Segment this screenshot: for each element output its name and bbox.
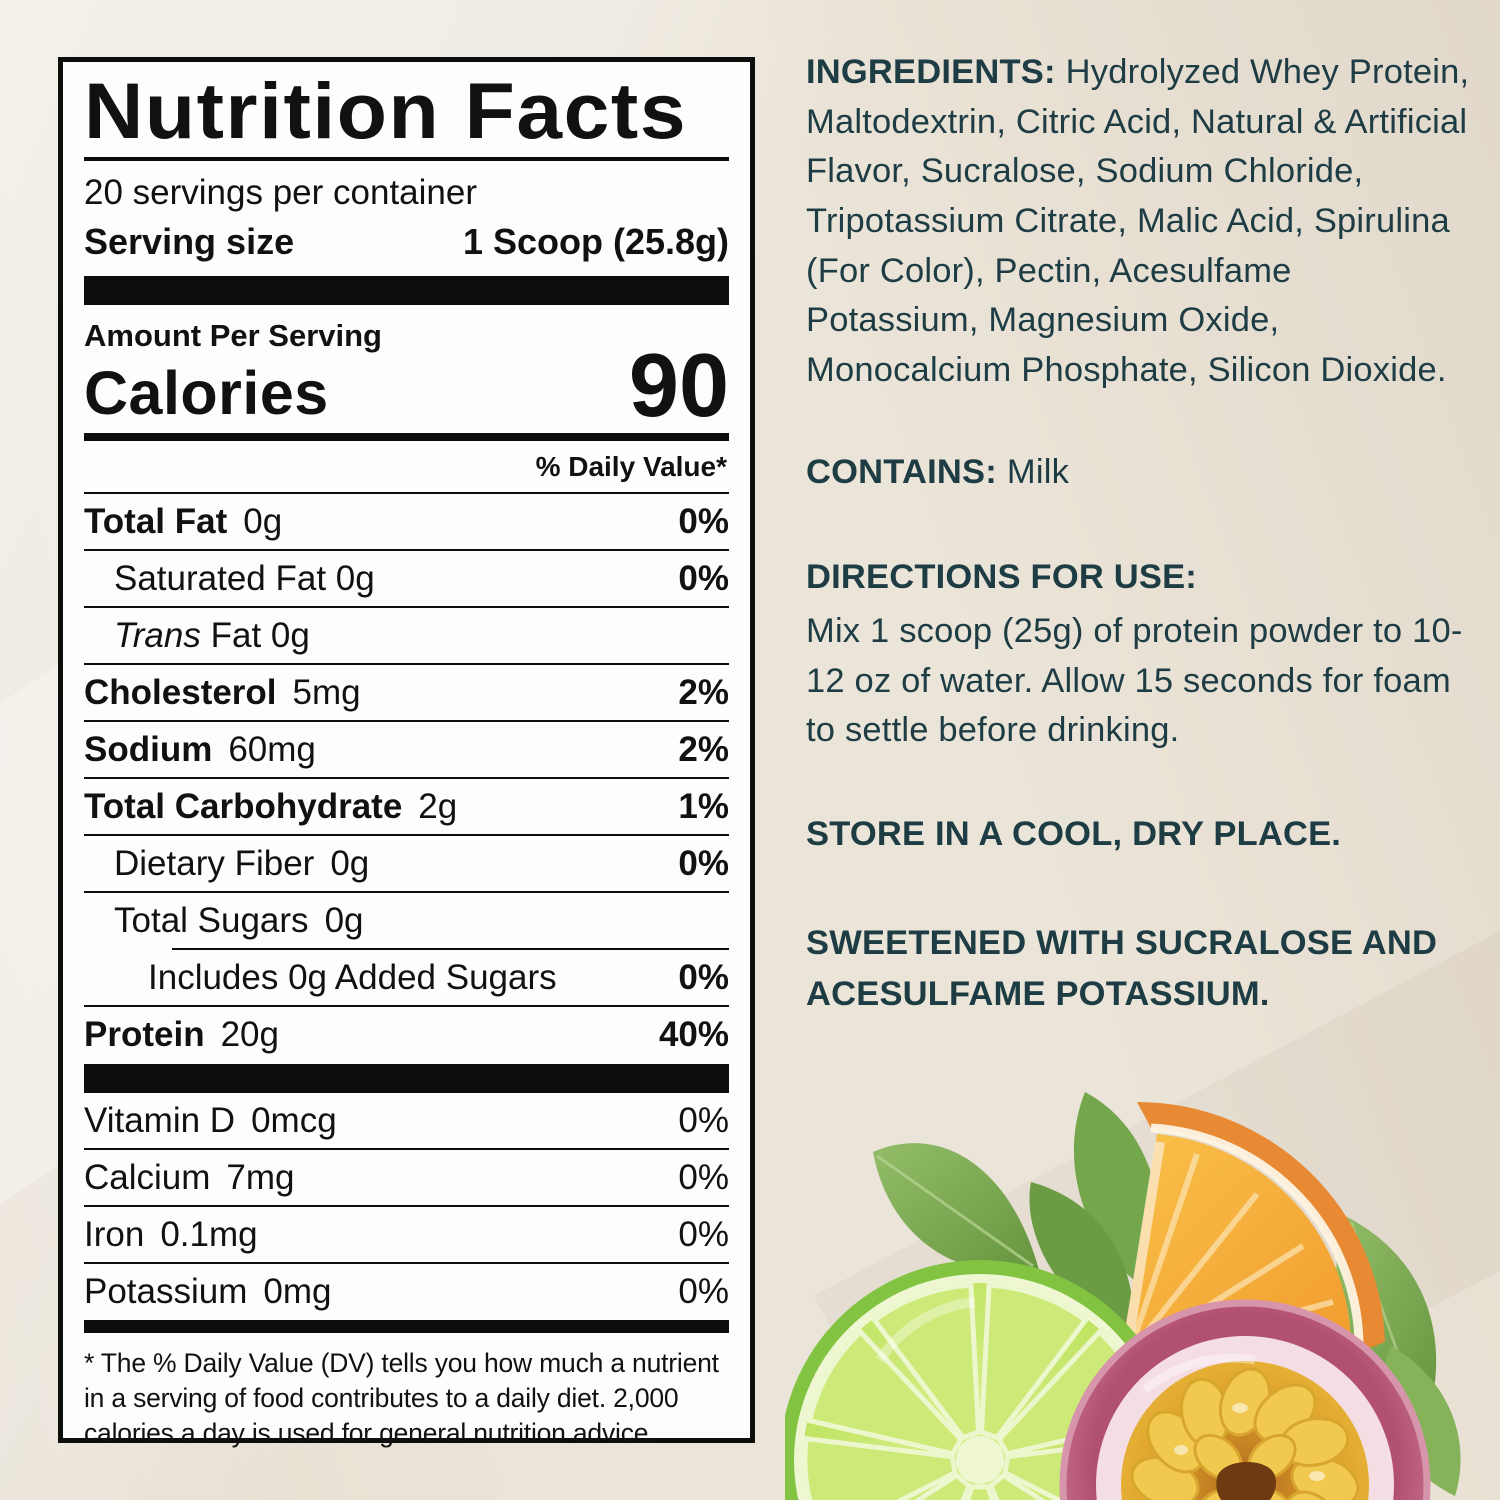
divider [84,1261,729,1264]
medium-divider-bar [84,1319,729,1333]
nutrient-row: Calcium 7mg 0% [84,1157,729,1197]
daily-value-percent: 2% [678,672,729,712]
nutrient-row: Total Fat 0g 0% [84,501,729,541]
daily-value-percent: 1% [678,786,729,826]
calories-value: 90 [628,336,729,437]
thick-divider-bar [84,276,729,306]
nutrition-facts-title: Nutrition Facts [84,66,688,155]
serving-size-row: Serving size 1 Scoop (25.8g) [84,215,729,274]
sweetener-note: SWEETENED WITH SUCRALOSE AND ACESULFAME … [806,923,1438,1014]
nutrient-row: Vitamin D 0mcg 0% [84,1100,729,1140]
divider [84,548,729,551]
nutrient-row: Saturated Fat 0g 0% [114,558,729,598]
divider [84,432,729,441]
daily-value-footnote: * The % Daily Value (DV) tells you how m… [84,1347,719,1449]
daily-value-percent: 0% [678,957,729,997]
nutrient-row: Includes 0g Added Sugars 0% [148,957,729,997]
nutrient-row: Cholesterol 5mg 2% [84,672,729,712]
divider [84,157,729,162]
divider [84,1204,729,1207]
nutrient-row: Dietary Fiber 0g 0% [114,843,729,883]
divider [84,890,729,893]
ingredients-text: Hydrolyzed Whey Protein, Maltodextrin, C… [806,53,1470,390]
divider [172,947,729,950]
serving-size-label: Serving size [84,221,295,263]
nutrient-row: Trans Fat 0g [114,615,310,655]
info-panel: INGREDIENTS: Hydrolyzed Whey Protein, Mal… [806,48,1470,1021]
contains-text: Milk [1006,452,1070,491]
divider [84,776,729,779]
passion-fruit-half-icon [1059,1299,1431,1500]
directions-text: Mix 1 scoop (25g) of protein powder to 1… [806,612,1463,750]
nutrient-row: Potassium 0mg 0% [84,1271,729,1311]
nutrient-row: Iron 0.1mg 0% [84,1214,729,1254]
daily-value-percent: 0% [678,1271,729,1311]
nutrient-row: Protein 20g 40% [84,1014,729,1054]
thick-divider-bar [84,1063,729,1093]
divider [84,605,729,608]
ingredients-label: INGREDIENTS: [806,53,1056,91]
daily-value-percent: 0% [678,1157,729,1197]
daily-value-percent: 0% [678,843,729,883]
daily-value-percent: 2% [678,729,729,769]
amount-per-serving-label: Amount Per Serving [84,318,382,354]
nutrient-rows: Total Fat 0g 0% Saturated Fat 0g 0% Trans Fat… [84,494,729,1062]
nutrient-row: Total Carbohydrate 2g 1% [84,786,729,826]
servings-per-container: 20 servings per container [84,173,477,213]
divider [84,1004,729,1007]
contains-section: CONTAINS: Milk [806,448,1470,498]
micronutrient-rows: Vitamin D 0mcg 0% Calcium 7mg 0% Iron 0.1mg 0% Po… [84,1093,729,1319]
nutrition-facts-panel: Nutrition Facts 20 servings per containe… [58,57,755,1448]
calories-label: Calories [84,358,329,427]
divider [84,662,729,665]
daily-value-percent: 0% [678,1214,729,1254]
divider [84,1147,729,1150]
daily-value-percent: 0% [678,558,729,598]
nutrient-row: Sodium 60mg 2% [84,729,729,769]
daily-value-header: % Daily Value* [84,441,729,494]
divider [84,719,729,722]
calories-row: Calories 90 [84,336,729,437]
daily-value-percent: 0% [678,501,729,541]
directions-label: DIRECTIONS FOR USE: [806,558,1197,597]
daily-value-percent: 40% [658,1014,729,1054]
fruit-illustration [785,1092,1461,1500]
ingredients-section: INGREDIENTS: Hydrolyzed Whey Protein, Mal… [806,48,1470,396]
contains-label: CONTAINS: [806,452,997,491]
storage-note: STORE IN A COOL, DRY PLACE. [806,815,1342,854]
daily-value-percent: 0% [678,1100,729,1140]
serving-size-value: 1 Scoop (25.8g) [462,221,729,263]
divider [84,833,729,836]
nutrient-row: Total Sugars 0g [114,900,364,940]
directions-section: DIRECTIONS FOR USE: Mix 1 scoop (25g) of… [806,553,1470,756]
